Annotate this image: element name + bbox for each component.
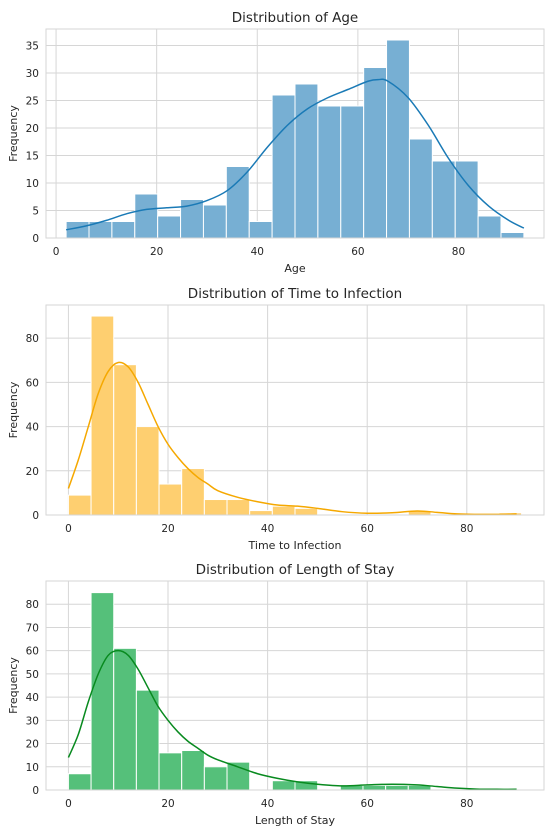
y-tick-label: 10: [26, 178, 39, 190]
y-tick-label: 20: [26, 466, 39, 478]
y-tick-label: 40: [26, 422, 39, 434]
y-tick-label: 0: [32, 510, 39, 522]
age-histogram-panel: Distribution of Age Age Frequency 0 20 40 6…: [7, 10, 545, 275]
histogram-bar: [111, 221, 136, 239]
plot-frame: [45, 304, 545, 516]
y-tick-label: 30: [26, 715, 39, 727]
histogram-bar: [225, 166, 250, 239]
x-tick-label: 40: [261, 798, 274, 810]
x-tick-label: 80: [460, 523, 473, 535]
y-tick-label: 35: [26, 41, 39, 53]
y-axis-label: Frequency: [7, 657, 20, 714]
y-axis-label: Frequency: [7, 381, 20, 438]
histogram-bar: [90, 315, 115, 516]
y-tick-label: 60: [26, 377, 39, 389]
y-tick-label: 0: [32, 785, 39, 797]
y-tick-label: 60: [26, 646, 39, 658]
x-axis-label: Length of Stay: [255, 814, 336, 827]
histogram-bar: [386, 39, 410, 239]
x-axis-label: Time to Infection: [248, 539, 342, 552]
y-tick-label: 25: [26, 96, 39, 108]
y-tick-label: 40: [26, 692, 39, 704]
x-tick-label: 80: [460, 798, 473, 810]
plot-frame: [45, 28, 545, 239]
histogram-bar: [202, 204, 227, 239]
x-tick-label: 60: [361, 523, 374, 535]
x-tick-label: 40: [251, 246, 264, 258]
histogram-bar: [203, 766, 228, 791]
histogram-bar: [294, 507, 319, 516]
histogram-bar: [181, 750, 205, 791]
histogram-bar: [408, 138, 433, 239]
y-tick-label: 50: [26, 669, 39, 681]
y-tick-label: 20: [26, 123, 39, 135]
histogram-bar: [477, 215, 502, 239]
y-tick-label: 15: [26, 151, 39, 163]
histogram-bar: [363, 67, 388, 239]
histogram-bar: [226, 499, 251, 516]
histogram-bar: [203, 499, 228, 516]
kde-curve: [65, 78, 525, 231]
y-tick-label: 80: [26, 599, 39, 611]
y-tick-label: 70: [26, 622, 39, 634]
histogram-bar: [90, 592, 115, 791]
x-tick-label: 0: [65, 523, 72, 535]
x-tick-label: 80: [452, 246, 465, 258]
histogram-bar: [385, 784, 409, 791]
plot-frame: [45, 580, 545, 791]
x-tick-label: 60: [351, 246, 364, 258]
chart-title: Distribution of Age: [232, 10, 358, 26]
histogram-bar: [113, 647, 137, 791]
histogram-bar: [158, 483, 183, 516]
x-axis-label: Age: [284, 262, 306, 275]
histogram-bar: [157, 215, 182, 239]
y-tick-label: 0: [32, 233, 39, 245]
histogram-bar: [271, 780, 296, 791]
y-tick-label: 5: [32, 206, 39, 218]
chart-title: Distribution of Length of Stay: [196, 562, 395, 578]
x-tick-label: 20: [161, 523, 174, 535]
chart-title: Distribution of Time to Infection: [188, 286, 402, 302]
y-tick-label: 80: [26, 333, 39, 345]
histogram-bars: [67, 592, 432, 791]
x-tick-label: 0: [65, 798, 72, 810]
histogram-bar: [271, 94, 296, 239]
y-tick-label: 10: [26, 762, 39, 774]
histogram-bar: [134, 193, 159, 239]
x-tick-label: 20: [150, 246, 163, 258]
histogram-bars: [65, 39, 525, 239]
histogram-bar: [271, 505, 296, 516]
histogram-bar: [67, 494, 92, 516]
y-tick-label: 30: [26, 68, 39, 80]
length-of-stay-histogram-panel: Distribution of Length of Stay Length of…: [7, 562, 545, 827]
histogram-bar: [135, 426, 160, 516]
histogram-bar: [181, 468, 205, 516]
histogram-bar: [135, 689, 160, 791]
kde-curve: [67, 649, 517, 791]
histogram-bar: [294, 83, 319, 239]
histogram-bar: [500, 232, 525, 239]
x-tick-label: 0: [53, 246, 60, 258]
histogram-bar: [317, 105, 342, 239]
y-tick-label: 20: [26, 739, 39, 751]
x-tick-label: 20: [161, 798, 174, 810]
y-axis-label: Frequency: [7, 105, 20, 162]
x-tick-label: 40: [261, 523, 274, 535]
histogram-bar: [340, 105, 365, 239]
histogram-bars: [67, 315, 523, 516]
histogram-bar: [113, 364, 137, 516]
time-to-infection-histogram-panel: Distribution of Time to Infection Time t…: [7, 286, 545, 552]
histogram-bar: [67, 773, 92, 791]
histogram-bar: [362, 784, 387, 791]
histogram-bar: [249, 510, 273, 516]
histogram-bar: [158, 752, 183, 791]
x-tick-label: 60: [361, 798, 374, 810]
histogram-bar: [248, 221, 273, 239]
histogram-bar: [431, 160, 456, 239]
kde-curve: [67, 361, 517, 516]
